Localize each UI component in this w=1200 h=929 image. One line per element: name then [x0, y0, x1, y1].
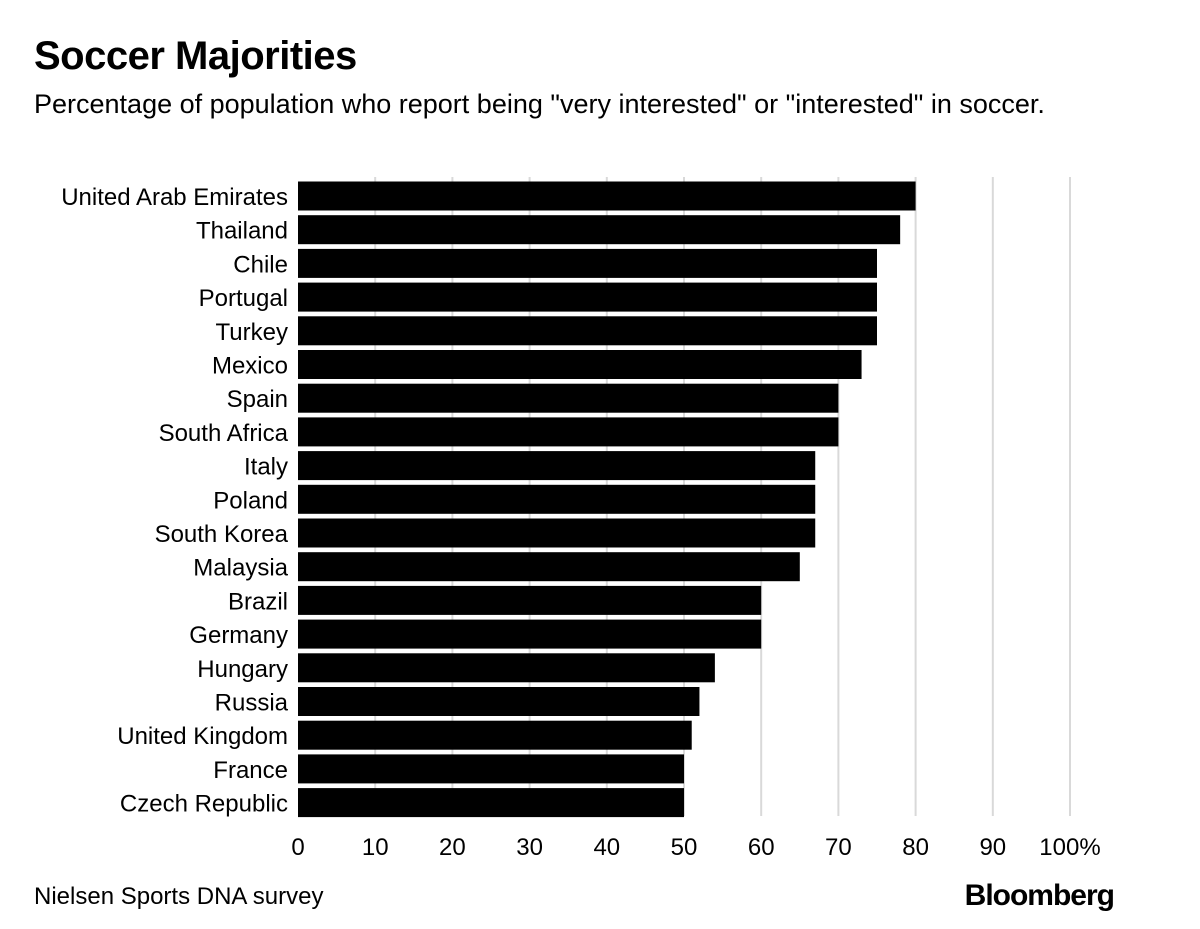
x-tick-label: 60	[748, 834, 775, 861]
bar	[298, 619, 762, 649]
bar	[298, 720, 692, 750]
x-tick-label: 80	[902, 834, 929, 861]
bar	[298, 552, 800, 582]
source-note: Nielsen Sports DNA survey	[34, 883, 324, 910]
category-label: United Kingdom	[117, 723, 288, 750]
category-label: Czech Republic	[120, 791, 288, 818]
category-label: Portugal	[199, 285, 288, 312]
bar	[298, 484, 816, 514]
category-label: Thailand	[196, 218, 288, 245]
category-label: Malaysia	[193, 555, 288, 582]
x-tick-label: 20	[439, 834, 466, 861]
bar	[298, 383, 839, 413]
category-label: Brazil	[228, 588, 288, 615]
bar	[298, 215, 901, 245]
category-label: Mexico	[212, 353, 288, 380]
bar	[298, 350, 862, 379]
x-tick-label: 100%	[1039, 834, 1100, 861]
category-label: Spain	[227, 386, 288, 413]
bar	[298, 585, 762, 615]
category-label: Germany	[189, 622, 288, 649]
bar	[298, 417, 839, 447]
x-axis-ticks: 0 10 20 30 40 50 60 70 80 90 100%	[291, 834, 1100, 861]
x-tick-label: 40	[593, 834, 620, 861]
chart-title: Soccer Majorities	[34, 34, 357, 78]
category-label: United Arab Emirates	[61, 184, 288, 211]
bar	[298, 316, 877, 346]
category-labels: United Arab Emirates Thailand Chile Portuga…	[61, 184, 288, 818]
bar	[298, 451, 816, 481]
category-label: Hungary	[197, 656, 288, 683]
bar	[298, 653, 715, 683]
bar	[298, 181, 916, 211]
bar	[298, 282, 877, 312]
category-label: Poland	[213, 487, 288, 514]
bar	[298, 754, 684, 784]
category-label: Turkey	[216, 319, 288, 346]
category-label: Italy	[244, 454, 288, 481]
x-tick-label: 70	[825, 834, 852, 861]
category-label: France	[213, 757, 288, 784]
category-label: Russia	[215, 690, 289, 717]
bars	[298, 181, 916, 818]
category-label: Chile	[233, 251, 288, 278]
chart-subtitle: Percentage of population who report bein…	[34, 89, 1045, 119]
x-tick-label: 50	[671, 834, 698, 861]
bar	[298, 788, 684, 818]
x-tick-label: 10	[362, 834, 389, 861]
x-tick-label: 0	[291, 834, 304, 861]
x-tick-label: 90	[979, 834, 1006, 861]
category-label: South Africa	[159, 420, 289, 447]
bar	[298, 518, 816, 548]
brand-logo: Bloomberg	[964, 879, 1115, 912]
x-tick-label: 30	[516, 834, 543, 861]
bar	[298, 248, 877, 278]
category-label: South Korea	[155, 521, 289, 548]
bar	[298, 687, 700, 716]
